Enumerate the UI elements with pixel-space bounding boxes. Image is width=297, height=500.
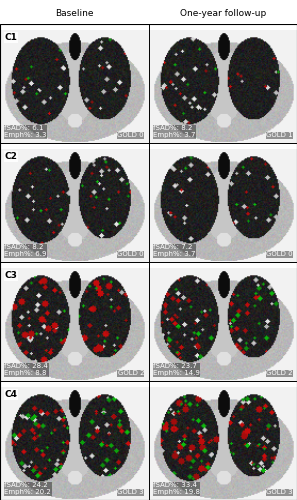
- Text: Baseline: Baseline: [55, 8, 94, 18]
- Text: GOLD 3: GOLD 3: [117, 490, 144, 496]
- Text: GOLD 3: GOLD 3: [266, 490, 293, 496]
- Text: GOLD 0: GOLD 0: [117, 252, 144, 258]
- Text: GOLD 0: GOLD 0: [266, 252, 293, 258]
- Text: One-year follow-up: One-year follow-up: [180, 8, 266, 18]
- Text: C1: C1: [4, 33, 17, 42]
- Text: GOLD 2: GOLD 2: [266, 370, 293, 376]
- Text: GOLD 1: GOLD 1: [266, 132, 293, 138]
- Text: fSAD%: 7.2
Emph%: 3.7: fSAD%: 7.2 Emph%: 3.7: [153, 244, 195, 258]
- Text: fSAD%: 8.2
Emph%: 3.7: fSAD%: 8.2 Emph%: 3.7: [153, 125, 195, 138]
- Text: fSAD%: 24.2
Emph%: 20.2: fSAD%: 24.2 Emph%: 20.2: [4, 482, 51, 496]
- Text: GOLD 0: GOLD 0: [117, 132, 144, 138]
- Text: C3: C3: [4, 271, 17, 280]
- Text: GOLD 2: GOLD 2: [118, 370, 144, 376]
- Text: C2: C2: [4, 152, 17, 161]
- Text: C4: C4: [4, 390, 18, 399]
- Text: fSAD%: 6.1
Emph%: 3.3: fSAD%: 6.1 Emph%: 3.3: [4, 125, 47, 138]
- Text: fSAD%: 33.4
Emph%: 19.8: fSAD%: 33.4 Emph%: 19.8: [153, 482, 200, 496]
- Text: fSAD%: 23.7
Emph%: 14.9: fSAD%: 23.7 Emph%: 14.9: [153, 363, 200, 376]
- Text: fSAD%: 8.2
Emph%: 6.9: fSAD%: 8.2 Emph%: 6.9: [4, 244, 47, 258]
- Text: fSAD%: 28.4
Emph%: 8.8: fSAD%: 28.4 Emph%: 8.8: [4, 363, 48, 376]
